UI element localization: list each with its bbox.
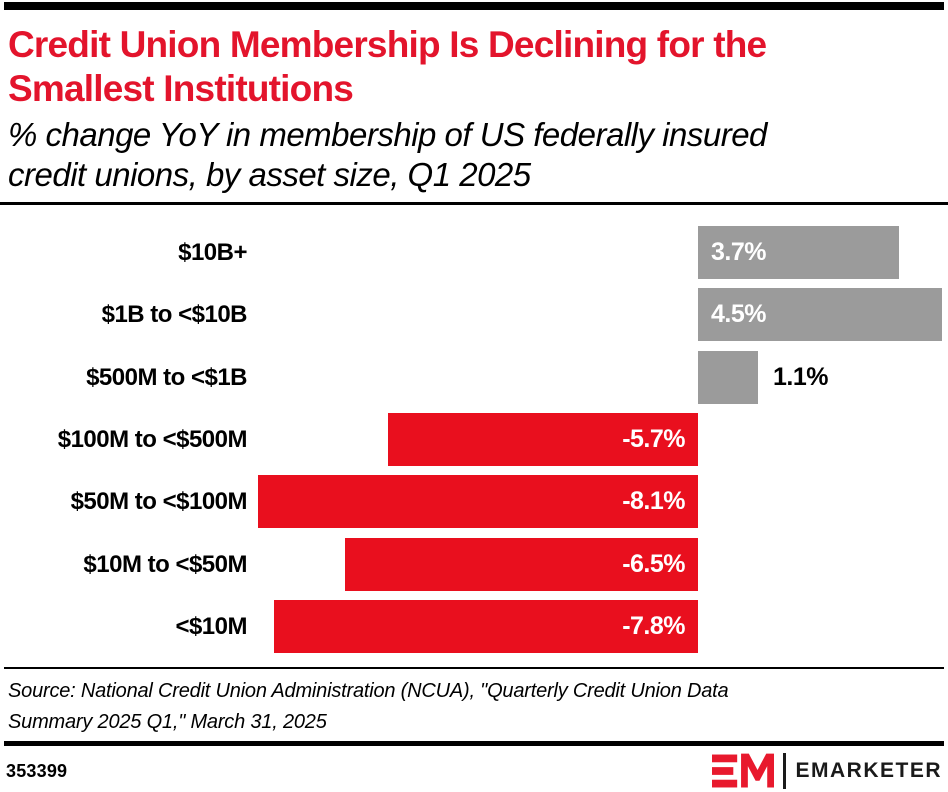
bar-value-label: 4.5% <box>711 300 766 329</box>
bar-value-label: -6.5% <box>622 549 685 578</box>
header-divider <box>0 202 948 205</box>
category-label: $10M to <$50M <box>83 550 247 578</box>
logo-divider <box>783 753 787 789</box>
chart-row: $1B to <$10B 4.5% <box>0 288 948 342</box>
chart-id: 353399 <box>6 760 68 781</box>
bar <box>698 350 758 404</box>
bar-value-label: -8.1% <box>622 487 685 516</box>
bar-chart: $10B+ 3.7% $1B to <$10B 4.5% $500M to <$1B 1.… <box>0 226 948 653</box>
source-divider <box>4 667 944 669</box>
bar: -6.5% <box>345 537 698 591</box>
category-label: $500M to <$1B <box>86 363 247 391</box>
bar: 3.7% <box>698 226 899 279</box>
footer: 353399 EMARKETER <box>0 753 948 789</box>
bar: -7.8% <box>274 599 698 653</box>
bar: 4.5% <box>698 288 942 342</box>
subtitle-line: % change YoY in membership of US federal… <box>8 116 767 153</box>
title-line: Credit Union Membership Is Declining for… <box>8 24 767 65</box>
category-label: $1B to <$10B <box>101 301 248 329</box>
chart-row: $10M to <$50M -6.5% <box>0 537 948 591</box>
chart-row: <$10M -7.8% <box>0 599 948 653</box>
bar-value-label: -7.8% <box>622 611 685 640</box>
chart-row: $500M to <$1B 1.1% <box>0 350 948 404</box>
title-line: Smallest Institutions <box>8 68 354 109</box>
emarketer-wordmark: EMARKETER <box>795 759 942 782</box>
subtitle-line: credit unions, by asset size, Q1 2025 <box>8 156 531 193</box>
source-line: Source: National Credit Union Administra… <box>8 680 729 702</box>
bar-value-label: 3.7% <box>711 238 766 266</box>
category-label: $50M to <$100M <box>70 488 248 516</box>
chart-row: $10B+ 3.7% <box>0 226 948 279</box>
chart-row: $100M to <$500M -5.7% <box>0 412 948 466</box>
header: Credit Union Membership Is Declining for… <box>0 10 948 195</box>
page-title: Credit Union Membership Is Declining for… <box>8 23 940 111</box>
category-label: $10B+ <box>178 239 247 266</box>
category-label: <$10M <box>175 612 247 640</box>
bar-value-label: -5.7% <box>622 424 685 453</box>
bar: -5.7% <box>388 412 698 466</box>
category-label: $100M to <$500M <box>57 425 248 453</box>
emarketer-logo: EMARKETER <box>712 753 942 789</box>
footer-rule <box>4 741 944 746</box>
bar-value-label: 1.1% <box>773 362 828 391</box>
source-note: Source: National Credit Union Administra… <box>0 669 948 738</box>
bar: -8.1% <box>258 475 698 529</box>
em-monogram-icon <box>712 753 775 788</box>
source-line: Summary 2025 Q1," March 31, 2025 <box>8 711 327 733</box>
top-rule <box>4 2 944 10</box>
chart-row: $50M to <$100M -8.1% <box>0 475 948 529</box>
chart-subtitle: % change YoY in membership of US federal… <box>8 115 940 195</box>
